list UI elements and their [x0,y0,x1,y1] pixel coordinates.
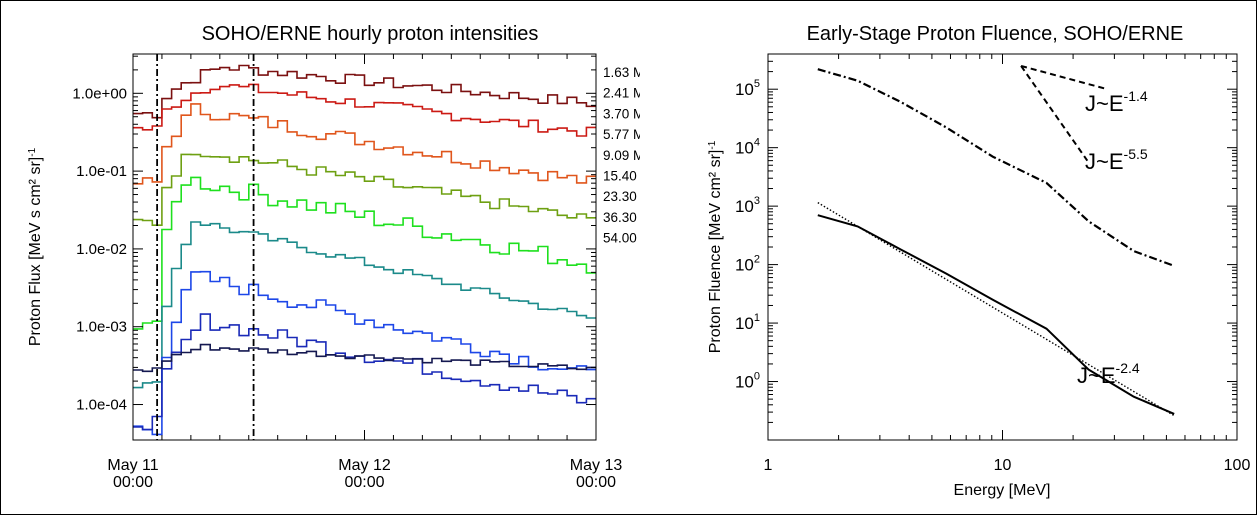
chart1-plot-frame [132,53,597,441]
flux-series-line [133,103,596,185]
hourly-flux-chart: SOHO/ERNE hourly proton intensities 1.0e… [27,23,641,491]
legend-label: 36.30 MeV [603,210,640,225]
flux-series-line [133,176,596,330]
flux-series-line [133,64,596,119]
y-tick-label: 1.0e-03 [76,319,127,336]
legend-label: 54.00 MeV [603,231,640,246]
legend-label: 23.30 MeV [603,189,640,204]
legend-label: 1.63 MeV [603,65,640,80]
x-tick-label: May 13 [570,457,623,474]
legend-label: 5.77 MeV [603,127,640,142]
y-tick-label: 1.0e+00 [72,85,127,102]
x-tick-label: 00:00 [113,474,153,491]
legend-label: 3.70 MeV [603,106,640,121]
flux-series-line [133,221,596,389]
legend-label: 2.41 MeV [603,86,640,101]
chart1-title: SOHO/ERNE hourly proton intensities [202,23,539,45]
legend-label: 15.40 MeV [603,169,640,184]
flux-series-line [133,270,596,436]
y-tick-label: 1.0e-01 [76,163,127,180]
x-tick-label: May 11 [107,457,158,474]
y-tick-label: 1.0e-02 [76,241,127,258]
x-tick-label: 00:00 [344,474,384,491]
legend-label: 9.09 MeV [603,148,640,163]
x-tick-label: May 12 [338,457,391,474]
flux-series-line [133,153,596,226]
x-tick-label: 00:00 [576,474,616,491]
flux-series-line [133,343,596,373]
y-tick-label: 1.0e-04 [76,397,127,414]
chart1-y-axis-label: Proton Flux [MeV s cm² sr]-1 [27,147,45,346]
flux-series-line [133,313,596,431]
flux-series-line [133,83,596,137]
